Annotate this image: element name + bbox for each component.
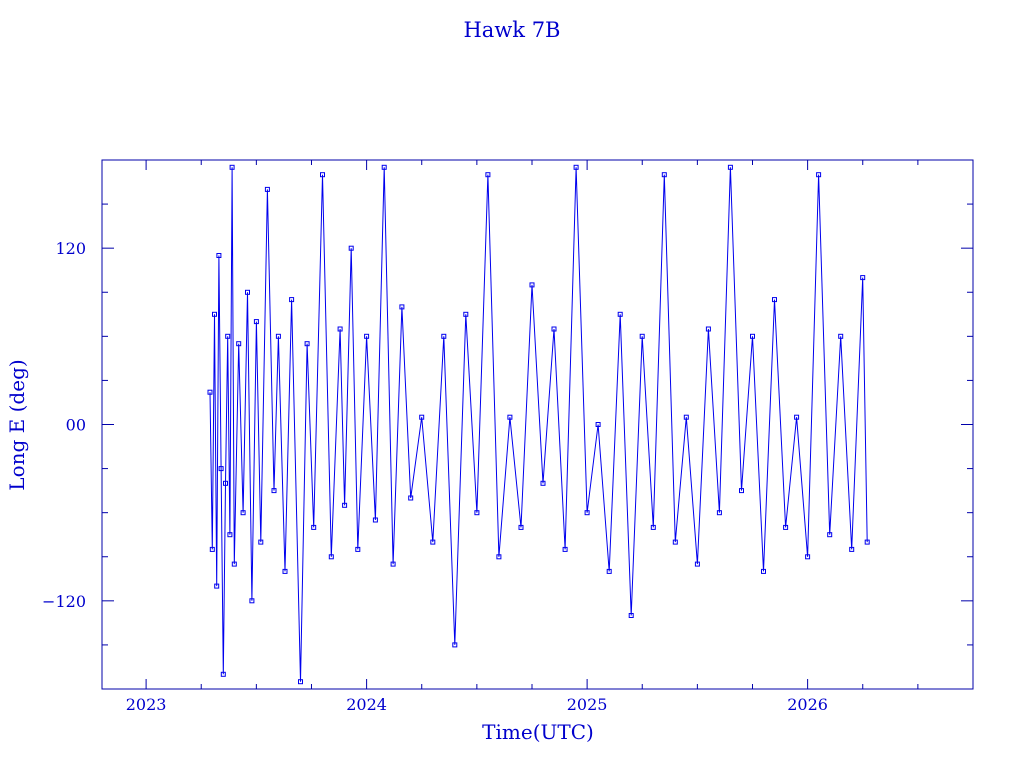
x-tick-label: 2023 [126,695,167,714]
data-point [551,326,557,332]
x-tick-label: 2025 [567,695,608,714]
data-point [639,333,645,339]
y-tick-label: 00 [66,416,86,435]
data-point [595,422,601,427]
y-axis-label: Long E (deg) [5,359,29,490]
data-point [209,546,215,552]
data-point [628,613,634,618]
y-tick-label: −120 [42,592,86,611]
data-point [320,172,325,178]
data-point [372,517,378,523]
x-tick-label: 2024 [346,695,387,714]
data-point [214,583,220,589]
data-point [304,341,310,347]
data-point [661,172,667,178]
data-point [617,311,623,317]
data-point [794,414,800,420]
data-point [518,524,524,530]
data-point [419,414,425,420]
data-point [672,539,678,545]
x-axis-label: Time(UTC) [482,720,594,744]
plot-layer [207,164,870,685]
x-tick-label: 2026 [787,695,828,714]
data-point [220,671,226,677]
data-point [529,282,535,288]
data-point [408,495,414,501]
data-point [364,333,370,339]
chart-title: Hawk 7B [463,18,560,42]
data-point [606,568,612,574]
data-point [249,598,255,604]
data-point [485,172,491,178]
data-point [452,642,458,648]
data-point [236,341,242,347]
data-point [474,510,480,516]
data-point [240,510,246,516]
data-point [229,164,235,170]
data-point [727,164,733,170]
data-point [223,480,228,486]
data-point [860,275,866,281]
data-point [212,311,217,317]
data-point [275,333,281,339]
data-point [507,414,513,420]
data-point [245,289,250,295]
data-point [390,561,396,567]
data-point [761,568,766,574]
data-point [716,510,722,516]
data-point [816,172,822,178]
data-point [772,297,777,303]
data-point [271,488,277,494]
data-point [838,333,844,339]
data-point [282,568,288,574]
series-line-0 [209,167,868,682]
data-point [227,532,233,538]
data-point [441,333,447,339]
data-point [298,679,303,685]
data-point [694,561,700,567]
data-point [739,488,744,494]
data-point [540,480,546,486]
data-point [399,304,405,310]
data-point [348,245,354,251]
data-point [289,297,295,303]
data-point [650,524,656,530]
data-point [258,539,264,545]
data-point [342,502,348,508]
data-point [683,414,689,420]
data-point [218,466,224,472]
data-point [381,164,387,170]
data-point [463,311,469,317]
data-point [264,186,270,192]
data-point [337,326,343,332]
data-point [216,253,222,258]
data-point [496,554,502,560]
data-point [573,164,579,170]
data-point [225,333,231,339]
data-point [207,389,213,395]
data-point [562,546,568,552]
data-point [253,319,259,325]
data-point [430,539,436,545]
data-point [584,510,590,516]
data-point [705,326,711,332]
data-point [311,524,317,530]
data-point [328,554,334,560]
data-point [827,532,833,538]
data-point [783,524,789,530]
data-point [355,546,361,552]
data-point [864,539,870,545]
data-point [231,561,237,567]
ticks-layer: 2023 2024 2025 2026 −120 00 120 [42,159,974,714]
y-tick-label: 120 [55,239,86,258]
data-point [805,554,811,560]
data-point [750,333,755,339]
data-point [849,546,855,552]
